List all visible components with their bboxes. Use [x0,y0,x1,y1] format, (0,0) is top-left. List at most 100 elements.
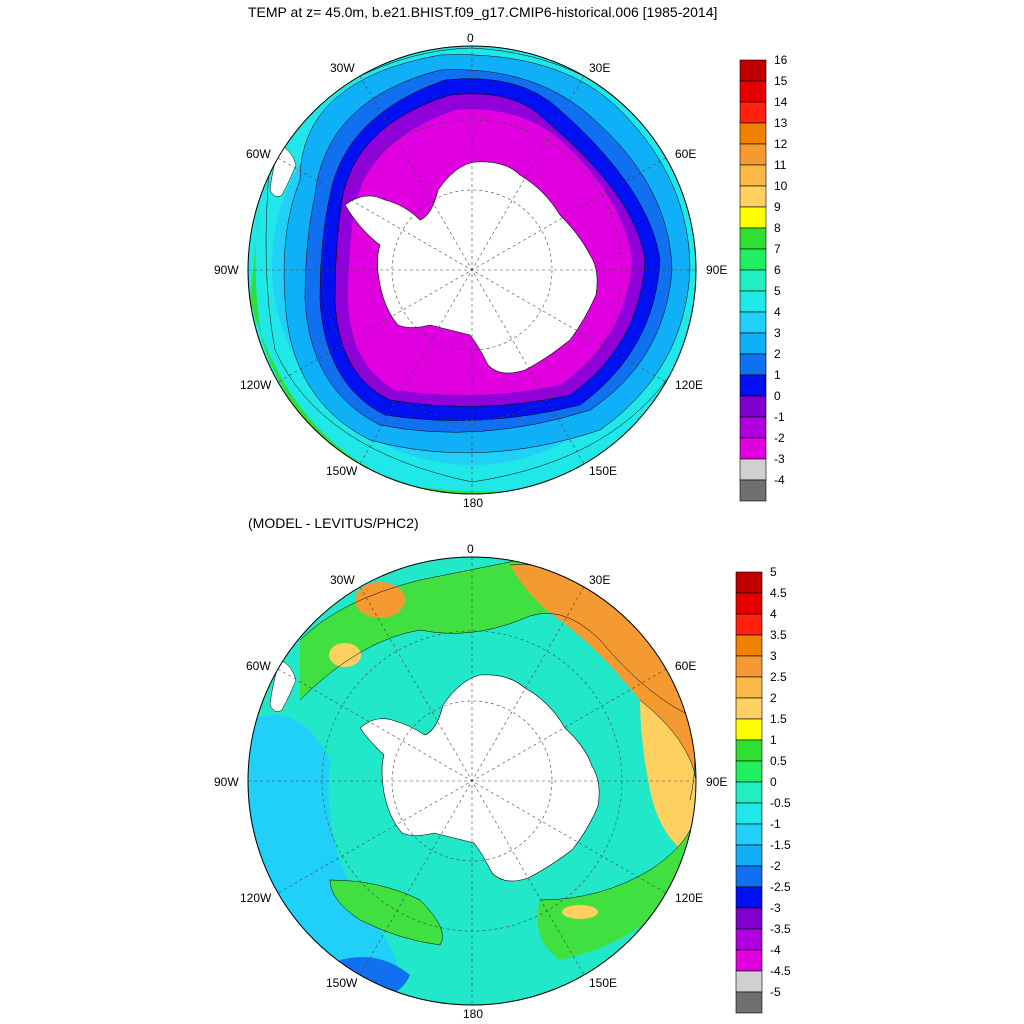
colorbar-label: 11 [774,158,787,172]
colorbar-box [735,718,763,741]
colorbar-label: 4 [770,607,777,621]
colorbar-box [739,416,767,439]
bottom-green-band-se [537,830,696,960]
top-polar-map [248,46,696,494]
colorbar-box [735,844,763,867]
lon-label-60e: 60E [675,147,697,161]
colorbar-box [739,143,767,166]
colorbar-box [739,164,767,187]
lon-label-60w: 60W [246,659,271,673]
colorbar-box [739,227,767,250]
colorbar-label: 14 [774,95,788,109]
colorbar-box [739,101,767,124]
colorbar-box [735,571,763,594]
colorbar-label: -2 [774,431,785,445]
colorbar-box [739,458,767,481]
colorbar-box [739,248,767,271]
colorbar-label: -3.5 [770,922,791,936]
colorbar-label: 8 [774,221,781,235]
lon-label-30e: 30E [589,61,611,75]
colorbar-label: 2 [774,347,781,361]
colorbar-label: 6 [774,263,781,277]
colorbar-box [735,739,763,762]
colorbar-box [739,206,767,229]
colorbar-label: -4 [770,943,781,957]
colorbar-box [739,80,767,103]
colorbar-label: 1.5 [770,712,787,726]
lon-label-150w: 150W [326,976,358,990]
lon-label-150w: 150W [326,464,358,478]
colorbar-label: -0.5 [770,796,791,810]
colorbar-label: -2.5 [770,880,791,894]
colorbar-label: 10 [774,179,788,193]
bottom-orange-east [510,564,695,800]
lon-label-180: 180 [463,496,484,510]
colorbar-label: 15 [774,74,788,88]
colorbar-label: 5 [774,284,781,298]
colorbar-box [739,374,767,397]
lon-label-0: 0 [467,31,474,45]
colorbar-label: 2.5 [770,670,787,684]
lon-label-60w: 60W [246,147,271,161]
lon-label-120e: 120E [675,378,704,392]
bottom-map-border [247,556,697,1006]
colorbar-label: 3 [770,649,777,663]
colorbar-box [739,395,767,418]
lon-label-120w: 120W [240,891,272,905]
top-panel-title: TEMP at z= 45.0m, b.e21.BHIST.f09_g17.CM… [248,4,718,20]
colorbar-box [735,907,763,930]
colorbar-label: -5 [770,985,781,999]
colorbar-label: -3 [774,452,785,466]
colorbar-label: -4.5 [770,964,791,978]
colorbar-box [735,991,763,1014]
colorbar-label: 3.5 [770,628,787,642]
lon-label-90w: 90W [214,263,239,277]
bottom-graticule [248,557,696,1005]
bottom-warm-spot-west [355,582,405,618]
lon-label-30e: 30E [589,573,611,587]
colorbar-label: 13 [774,116,788,130]
colorbar-label: -1 [774,410,785,424]
colorbar-box [739,290,767,313]
bottom-warm-spot-2 [329,643,361,667]
bottom-polar-map [248,557,696,1005]
colorbar-label: 7 [774,242,781,256]
lon-label-90w: 90W [214,775,239,789]
colorbar-box [735,697,763,720]
lon-label-0: 0 [467,542,474,556]
colorbar-label: 0.5 [770,754,787,768]
colorbar-box [735,949,763,972]
colorbar-label: -1 [770,817,781,831]
colorbar-label: 9 [774,200,781,214]
colorbar-box [735,865,763,888]
colorbar-box [735,760,763,783]
bottom-yellow-east [640,700,696,860]
colorbar-box [735,655,763,678]
colorbar-box [735,886,763,909]
colorbar-box [739,353,767,376]
colorbar-box [739,59,767,82]
colorbar-label: -4 [774,473,785,487]
colorbar-box [739,122,767,145]
colorbar-label: 16 [774,53,788,67]
colorbar-label: 1 [770,733,777,747]
lon-label-30w: 30W [330,573,355,587]
bottom-antarctica-land [359,674,600,882]
top-map-border [247,45,697,495]
colorbar-label: -1.5 [770,838,791,852]
lon-label-180: 180 [463,1007,484,1021]
lon-label-90e: 90E [706,263,728,277]
bottom-south-america-tip [269,659,297,712]
colorbar-label: 1 [774,368,781,382]
lon-label-120w: 120W [240,378,272,392]
colorbar-box [735,781,763,804]
bottom-green-band-sw [330,880,443,945]
lon-label-90e: 90E [706,775,728,789]
colorbar-box [739,437,767,460]
colorbar-label: 0 [770,775,777,789]
lon-label-60e: 60E [675,659,697,673]
colorbar-box [735,802,763,825]
colorbar-box [739,269,767,292]
